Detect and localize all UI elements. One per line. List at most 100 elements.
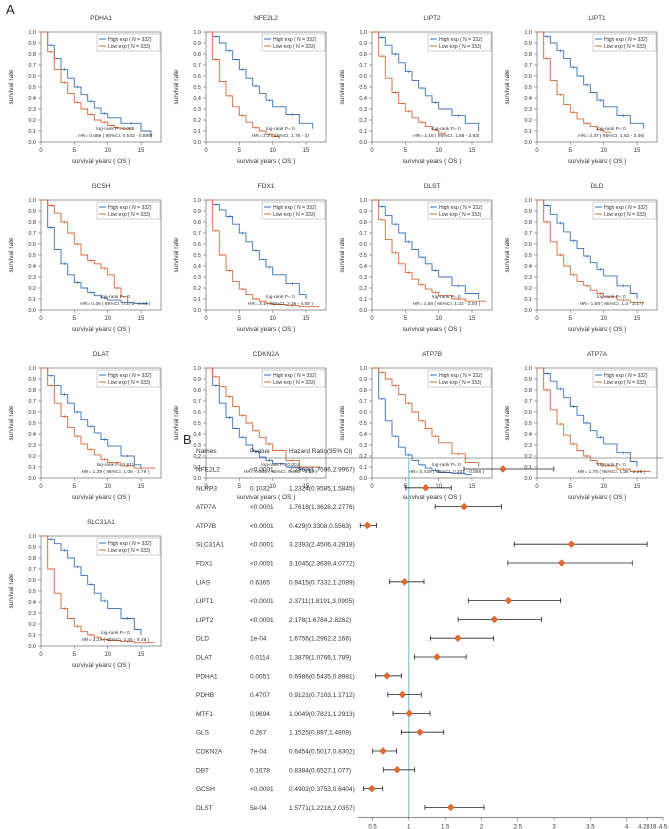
forest-row-hr: 1.0049(0.7821,1.2913) [289,711,355,718]
km-ytick-label: 0.1 [28,465,36,471]
km-ytick-label: 0.4 [524,432,532,438]
km-logrank: log-rank P= 0 [597,462,626,468]
km-xtick-label: 0 [39,652,43,658]
km-ylabel: survival rate [173,405,180,440]
km-ytick-label: 0.3 [359,107,367,113]
km-ytick-label: 0.5 [28,85,36,91]
km-curve-low [41,367,155,470]
km-xlabel: survival years ( OS ) [72,494,131,501]
km-xlabel: survival years ( OS ) [568,158,627,165]
km-ytick-label: 0.2 [28,118,36,124]
forest-row-name: DBT [196,767,209,774]
km-ylabel: survival rate [8,237,15,272]
km-ytick-label: 0.9 [28,545,36,551]
km-ytick-label: 0.4 [524,264,532,270]
km-ytick-label: 0.0 [524,140,532,146]
forest-row-pvalue: <0.0001 [250,617,274,624]
km-xtick-label: 10 [600,316,607,322]
forest-row-pvalue: 0.4707 [250,692,270,699]
forest-point [446,803,455,812]
km-ytick-label: 0.9 [193,41,201,47]
km-xtick-label: 10 [269,148,276,154]
km-curve-high [537,199,638,299]
km-ytick-label: 0.1 [28,297,36,303]
km-ytick-label: 0.6 [28,578,36,584]
km-ytick-label: 0.6 [193,74,201,80]
km-legend-low: Low exp ( N = 333) [604,380,647,386]
km-legend [592,33,657,52]
km-ylabel: survival rate [339,69,346,104]
forest-point [567,540,576,548]
km-ytick-label: 0.8 [359,388,367,394]
km-curve-high [372,367,472,476]
forest-row-hr: 2.178(1.6784,2.8262) [289,617,351,624]
km-xtick-label: 0 [39,148,43,154]
forest-row-name: PDHB [196,692,214,699]
km-hazard-ratio: HR= 3.24 ( 95%CI, 2.45 - 4.28 ) [82,637,150,643]
km-legend-low: Low exp ( N = 333) [108,548,151,554]
km-xlabel: survival years ( OS ) [72,158,131,165]
km-legend [592,201,657,220]
km-ytick-label: 0.0 [193,476,201,482]
forest-point [460,502,468,511]
forest-row-name: DLD [196,636,209,643]
km-ylabel: survival rate [8,405,15,440]
forest-xtick-label: 4.5 [659,824,668,829]
km-ytick-label: 0.5 [193,85,201,91]
km-ytick-label: 0.0 [28,476,36,482]
km-ytick-label: 0.9 [193,377,201,383]
km-xtick-label: 15 [303,484,310,490]
forest-row-pvalue: 7e-04 [250,749,267,756]
forest-row-pvalue: 0.6365 [250,579,270,586]
forest-row-hr: 1.7618(1.3628,2.2776) [289,504,355,511]
km-ytick-label: 0.6 [28,410,36,416]
km-ytick-label: 0.1 [193,297,201,303]
forest-xtick-label: 4 [625,824,629,829]
forest-row-name: LIPT1 [196,598,214,605]
km-ytick-label: 0.6 [524,410,532,416]
km-xtick-label: 15 [469,148,476,154]
km-ytick-label: 0.8 [524,52,532,58]
km-xtick-label: 10 [104,316,111,322]
km-xtick-label: 5 [569,484,573,490]
km-ytick-label: 0.3 [524,443,532,449]
forest-row-hr: 1.5771(1.2218,2.0357) [289,805,355,812]
km-ytick-label: 0.3 [193,107,201,113]
km-hazard-ratio: HR= 1.58 ( 95%CI, 1.22 - 2.04 ) [413,301,481,307]
km-ytick-label: 0.8 [193,388,201,394]
km-curve-low [206,31,280,139]
km-curve-low [372,199,486,303]
km-curve-low [537,31,611,134]
km-ytick-label: 0.7 [524,63,532,69]
km-xtick-label: 15 [138,148,145,154]
forest-row-name: CDKN2A [196,749,223,756]
km-xtick-label: 0 [370,484,374,490]
forest-header-hr: Hazard Ratio(95% CI) [289,448,353,455]
km-logrank: log-rank P= 0 [432,294,461,300]
km-ytick-label: 1.0 [28,30,36,36]
km-xtick-label: 10 [269,484,276,490]
km-xtick-label: 0 [39,316,43,322]
forest-point [421,484,430,492]
km-xtick-label: 0 [370,148,374,154]
km-ytick-label: 0.4 [28,264,36,270]
km-ytick-label: 0.2 [28,622,36,628]
forest-point [398,690,407,699]
km-ytick-label: 0.0 [359,308,367,314]
forest-row-pvalue: <0.0001 [250,467,274,474]
km-legend-low: Low exp ( N = 333) [439,380,482,386]
forest-row-name: DLST [196,805,213,812]
forest-row-name: FDX1 [196,561,213,568]
km-ytick-label: 1.0 [359,366,367,372]
km-xtick-label: 5 [404,148,408,154]
km-ytick-label: 0.1 [524,129,532,135]
forest-point [557,559,566,567]
km-legend [261,33,326,52]
km-ytick-label: 0.4 [524,96,532,102]
km-legend [96,369,161,388]
km-ytick-label: 0.1 [524,297,532,303]
km-ytick-label: 0.3 [193,275,201,281]
km-legend-low: Low exp ( N = 333) [604,44,647,50]
km-ytick-label: 0.8 [359,220,367,226]
km-logrank: log-rank P= 0 [597,126,626,132]
